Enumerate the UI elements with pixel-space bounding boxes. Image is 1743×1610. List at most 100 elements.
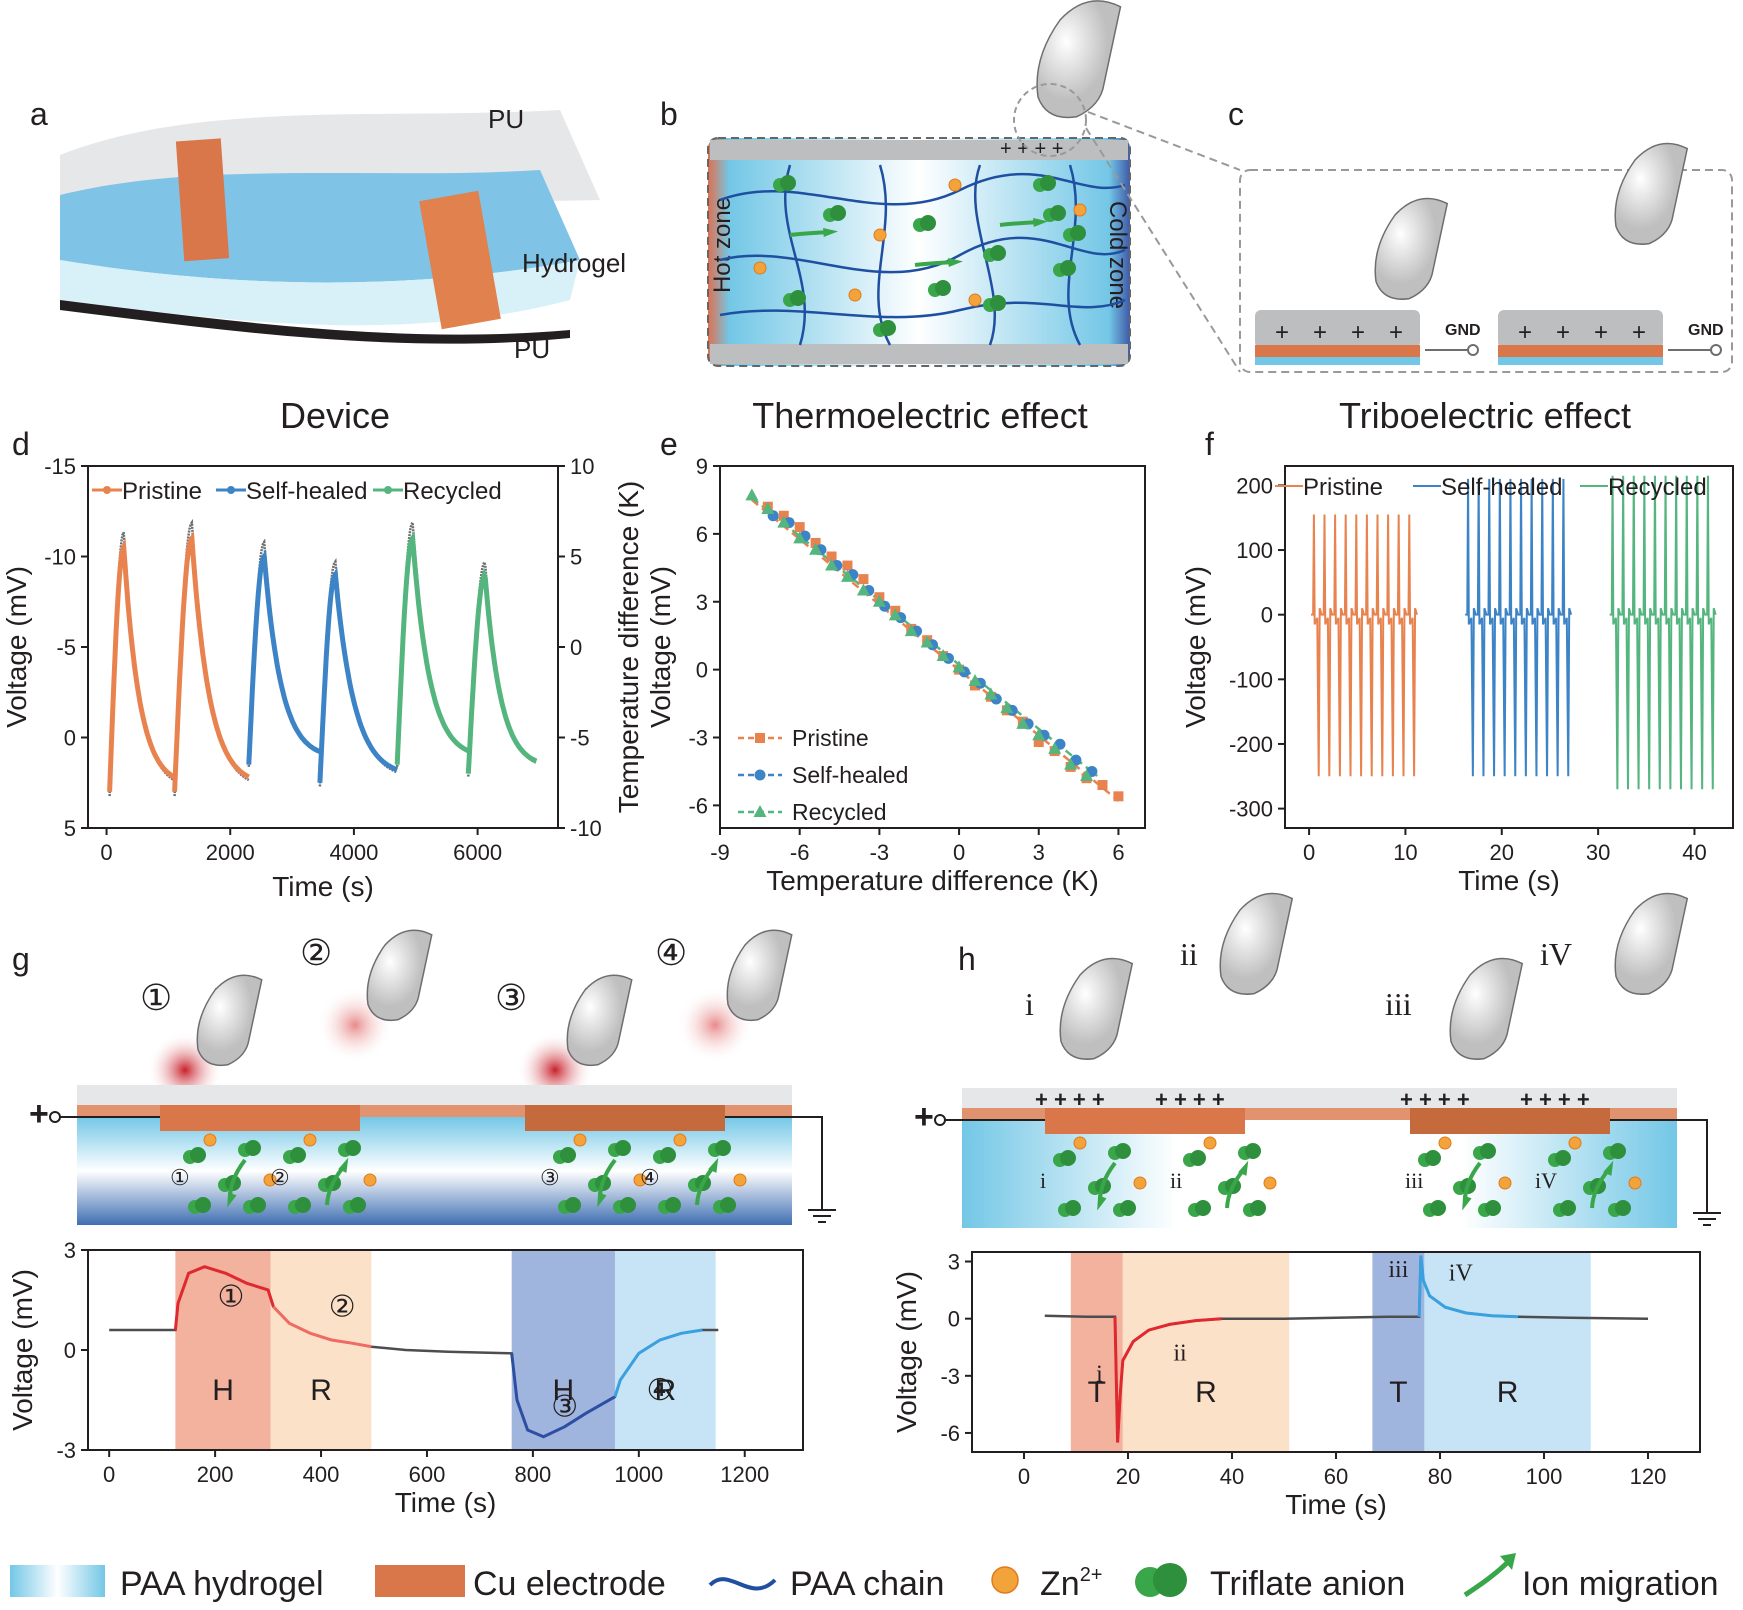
- anion-icon: [350, 1197, 366, 1213]
- anion-icon: [720, 1197, 736, 1213]
- x-tick-label: 10: [1393, 840, 1417, 865]
- zn-icon: [968, 293, 982, 307]
- spike-series-pristine: [1311, 514, 1418, 777]
- x-tick-label: 0: [1303, 840, 1315, 865]
- voltage-trace-segment: [1417, 1255, 1519, 1319]
- data-point: [936, 649, 950, 662]
- tribo-electrode: [1255, 345, 1420, 357]
- anion-icon: [1555, 1150, 1571, 1166]
- fit-line: [751, 498, 1120, 802]
- anion-icon: [790, 290, 806, 306]
- anion-icon: [665, 1197, 681, 1213]
- zn-icon: [733, 1173, 747, 1187]
- voltage-trace-segment: [1113, 1316, 1222, 1443]
- step-marker: ③: [495, 978, 527, 1018]
- finger-icon: [1449, 957, 1524, 1060]
- y-tick-label: 5: [64, 816, 76, 841]
- anion-icon: [620, 1197, 636, 1213]
- x-tick-label: 1000: [614, 1462, 663, 1487]
- zn-icon: [203, 1133, 217, 1147]
- anion-icon: [1560, 1200, 1576, 1216]
- anion-icon: [1070, 225, 1086, 241]
- anion-icon: [1480, 1143, 1496, 1159]
- curve-label: ④: [647, 1374, 674, 1407]
- ion-migration-arrowhead: [1033, 217, 1048, 227]
- anion-icon: [880, 320, 896, 336]
- x-tick-label: 20: [1116, 1464, 1140, 1489]
- y-tick-label: 9: [696, 454, 708, 479]
- legend-marker: [227, 486, 235, 494]
- x-tick-label: 1200: [720, 1462, 769, 1487]
- y-tick-label: 0: [64, 1338, 76, 1363]
- zn-icon: [1203, 1136, 1217, 1150]
- panel-g: g ① ② ③ ④ + ① ② ③ ④ 0 200 400 600 800 1000 1200 -3 0 3 Time…: [7, 929, 836, 1518]
- step-marker: iV: [1540, 936, 1572, 972]
- step-marker: iii: [1405, 1168, 1423, 1193]
- phase-region: [1070, 1253, 1123, 1451]
- zn-icon: [1498, 1176, 1512, 1190]
- legend-migration-label: Ion migration: [1522, 1565, 1719, 1603]
- legend-electrode-label: Cu electrode: [473, 1565, 666, 1603]
- zoom-line: [1085, 127, 1241, 373]
- curve-label: i: [1096, 1362, 1103, 1388]
- plus-charge: +: [1518, 319, 1532, 346]
- legend-label: Self-healed: [246, 478, 367, 505]
- plot-frame: [87, 465, 559, 829]
- plus-charge: +: [1389, 319, 1403, 346]
- zn-icon: [1073, 203, 1087, 217]
- y2-tick-label: -5: [570, 726, 590, 751]
- data-point: [1113, 791, 1124, 802]
- anion-icon: [660, 1147, 676, 1163]
- cu-electrode: [1045, 1108, 1245, 1134]
- anion-icon: [1245, 1143, 1261, 1159]
- phase-region: [511, 1251, 615, 1449]
- voltage-trace-segment: [173, 1265, 275, 1331]
- voltage-series-recycled: [394, 531, 470, 765]
- phase-label: T: [1389, 1376, 1407, 1409]
- data-point: [793, 531, 807, 544]
- legend-label: Pristine: [792, 725, 869, 751]
- y-axis-label: Voltage (mV): [7, 1269, 38, 1431]
- y2-axis-label: Temperature difference (K): [613, 481, 644, 814]
- finger-icon: [1036, 0, 1122, 119]
- cu-electrode: [160, 1105, 360, 1131]
- data-point: [754, 769, 766, 781]
- data-point: [858, 574, 869, 585]
- step-marker: iii: [1385, 986, 1412, 1022]
- phase-region: [270, 1251, 372, 1449]
- zn-icon: [873, 228, 887, 242]
- panel-letter: c: [1228, 96, 1244, 132]
- anion-icon: [1060, 260, 1076, 276]
- anion-icon: [1120, 1200, 1136, 1216]
- panel-letter: d: [12, 426, 30, 462]
- anion-icon: [250, 1197, 266, 1213]
- x-tick-label: 100: [1526, 1464, 1563, 1489]
- anion-icon: [990, 295, 1006, 311]
- y-tick-label: 0: [948, 1307, 960, 1332]
- step-marker: ④: [655, 933, 687, 973]
- legend-label: Pristine: [122, 478, 202, 505]
- label-hydrogel: Hydrogel: [522, 248, 626, 278]
- anion-icon: [560, 1147, 576, 1163]
- zn-icon: [753, 261, 767, 275]
- spike-series-selfhealed: [1465, 478, 1573, 777]
- phase-region: [614, 1251, 716, 1449]
- plot-frame: [719, 465, 1146, 829]
- data-point: [809, 542, 823, 555]
- ion-cluster: [753, 175, 1087, 337]
- x-tick-label: 0: [103, 1462, 115, 1487]
- legend-zn-icon: [991, 1566, 1019, 1594]
- data-point: [872, 594, 886, 607]
- panel-b: b Hot zone Cold zone + + + + Thermoelect…: [660, 0, 1131, 436]
- y-tick-label: 100: [1236, 538, 1273, 563]
- step-marker: ii: [1180, 936, 1198, 972]
- data-point: [753, 805, 767, 817]
- plus-charge: +: [1632, 319, 1646, 346]
- ion-migration-arrowhead: [1097, 1195, 1107, 1211]
- paa-chain: [1067, 164, 1082, 346]
- y2-tick-label: 5: [570, 545, 582, 570]
- tribo-pu-layer: [1255, 310, 1420, 348]
- panel-a: a PU Hydrogel PU Device: [30, 96, 626, 436]
- finger-icon: [1374, 197, 1449, 300]
